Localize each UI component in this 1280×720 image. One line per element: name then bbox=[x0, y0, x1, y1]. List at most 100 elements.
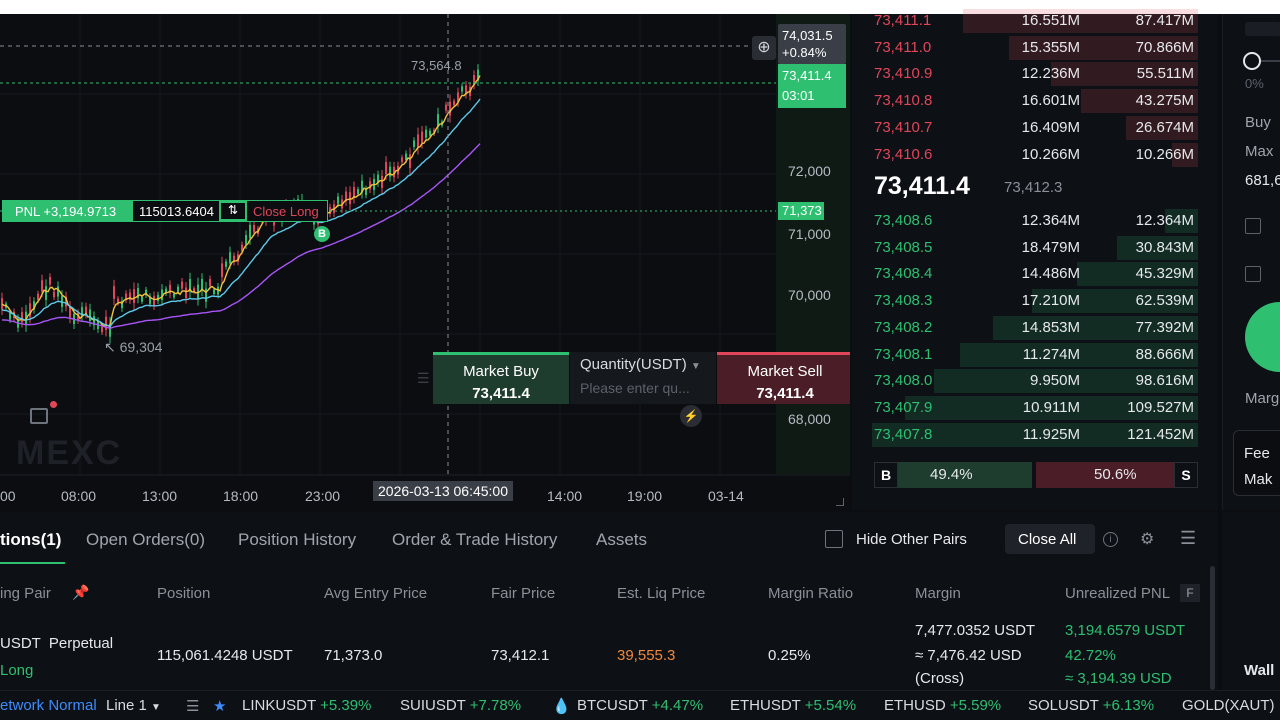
bid-row[interactable]: 73,408.4 14.486M 45.329M bbox=[872, 261, 1198, 287]
crosshair-add-icon[interactable]: ⊕ bbox=[752, 36, 776, 60]
candle-body bbox=[113, 286, 115, 299]
list-icon[interactable]: ☰ bbox=[186, 698, 200, 715]
candle-body bbox=[149, 296, 151, 304]
row-avg-entry: 71,373.0 bbox=[324, 647, 383, 664]
high-price-label: 73,564.8 bbox=[411, 58, 462, 73]
candle-body bbox=[461, 86, 463, 92]
market-buy-button[interactable]: Market Buy 73,411.4 bbox=[433, 352, 569, 404]
ratio-sell-fill bbox=[1036, 462, 1198, 488]
pin-icon[interactable]: 📌 bbox=[72, 584, 90, 600]
menu-icon[interactable]: ☰ bbox=[1180, 528, 1197, 548]
ticker-item[interactable]: ETHUSDT +5.54% bbox=[730, 697, 857, 714]
market-buy-label: Market Buy bbox=[463, 363, 539, 380]
bid-row[interactable]: 73,408.2 14.853M 77.392M bbox=[872, 315, 1198, 341]
open-long-button[interactable] bbox=[1245, 302, 1280, 372]
tab-position-history[interactable]: Position History bbox=[238, 530, 357, 549]
candle-body bbox=[217, 286, 219, 295]
ask-depth-bar bbox=[1008, 35, 1198, 60]
resize-corner-icon[interactable] bbox=[836, 498, 844, 506]
ticker-item[interactable]: ETHUSD +5.59% bbox=[884, 697, 1002, 714]
close-long-button[interactable]: Close Long bbox=[247, 201, 327, 221]
network-status[interactable]: etwork Normal bbox=[0, 697, 97, 714]
header-position: Position bbox=[157, 585, 211, 602]
option-checkbox-1[interactable] bbox=[1245, 218, 1261, 234]
x-tick: 23:00 bbox=[305, 488, 341, 504]
tab-open-orders[interactable]: Open Orders(0) bbox=[86, 530, 206, 549]
candle-body bbox=[141, 297, 143, 302]
flash-icon[interactable]: ⚡ bbox=[680, 405, 702, 427]
candle-body bbox=[69, 306, 71, 318]
line-dropdown-icon: ▼ bbox=[151, 702, 161, 713]
max-value: 681,6 bbox=[1245, 172, 1280, 189]
tab-order-trade-history[interactable]: Order & Trade History bbox=[392, 530, 558, 549]
chart-canvas[interactable] bbox=[0, 14, 850, 510]
x-tick: 18:00 bbox=[223, 488, 259, 504]
close-all-button[interactable]: Close All bbox=[1005, 524, 1095, 554]
ask-depth-bar bbox=[1051, 62, 1198, 87]
close-long-label: Close Long bbox=[253, 204, 319, 219]
low-price-label: ↖ 69,304 bbox=[104, 339, 163, 355]
candle-body bbox=[109, 323, 111, 337]
candle-body bbox=[101, 326, 103, 333]
tab-assets[interactable]: Assets bbox=[596, 530, 648, 549]
market-buy-price: 73,411.4 bbox=[472, 385, 530, 402]
drag-handle-icon[interactable]: ☰ bbox=[417, 370, 430, 386]
candle-body bbox=[77, 312, 79, 321]
ask-row[interactable]: 73,411.1 16.551M 87.417M bbox=[872, 8, 1198, 34]
favorite-star-icon[interactable]: ★ bbox=[213, 698, 227, 715]
bid-row[interactable]: 73,408.5 18.479M 30.843M bbox=[872, 235, 1198, 261]
candle-body bbox=[37, 293, 39, 300]
reverse-icon[interactable]: ⇅ bbox=[221, 203, 245, 219]
hide-other-pairs-checkbox[interactable] bbox=[825, 530, 843, 548]
ask-row[interactable]: 73,410.8 16.601M 43.275M bbox=[872, 88, 1198, 114]
pnl-badge[interactable]: F bbox=[1180, 584, 1200, 602]
option-checkbox-2[interactable] bbox=[1245, 266, 1261, 282]
filter-icon[interactable]: ⚙ bbox=[1140, 531, 1155, 548]
bid-row[interactable]: 73,408.0 9.950M 98.616M bbox=[872, 368, 1198, 394]
ask-row[interactable]: 73,411.0 15.355M 70.866M bbox=[872, 35, 1198, 61]
pnl-bar[interactable]: PNL +3,194.9713 115013.6404 ⇅ Close Long bbox=[2, 200, 328, 222]
ticker-item[interactable]: GOLD(XAUT) bbox=[1182, 697, 1275, 714]
market-sell-button[interactable]: Market Sell 73,411.4 bbox=[717, 352, 850, 404]
ticker-item[interactable]: LINKUSDT +5.39% bbox=[242, 697, 372, 714]
dropdown-icon[interactable]: ▼ bbox=[690, 361, 701, 372]
bid-row[interactable]: 73,407.9 10.911M 109.527M bbox=[872, 395, 1198, 421]
crosshair-change: +0.84% bbox=[782, 45, 827, 60]
wallet-panel: Wall bbox=[1222, 512, 1280, 690]
info-icon[interactable]: i bbox=[1103, 532, 1118, 547]
bid-price: 73,408.2 bbox=[874, 318, 933, 336]
ask-row[interactable]: 73,410.9 12.236M 55.511M bbox=[872, 61, 1198, 87]
ticker-item[interactable]: SOLUSDT +6.13% bbox=[1028, 697, 1155, 714]
bid-total: 12.364M bbox=[1135, 212, 1194, 229]
ticker-item[interactable]: BTCUSDT +4.47% bbox=[577, 697, 704, 714]
candle-body bbox=[49, 276, 51, 285]
candle-body bbox=[389, 166, 391, 177]
bid-price: 73,407.8 bbox=[874, 425, 933, 443]
candle-body bbox=[201, 278, 203, 291]
bid-row[interactable]: 73,408.3 17.210M 62.539M bbox=[872, 288, 1198, 314]
candle-body bbox=[245, 235, 247, 245]
ratio-buy-fill bbox=[874, 462, 1033, 488]
bid-size: 12.364M bbox=[1021, 212, 1080, 229]
leverage-slider[interactable] bbox=[1243, 52, 1261, 70]
browser-top-strip bbox=[0, 0, 1280, 14]
ask-row[interactable]: 73,410.6 10.266M 10.266M bbox=[872, 142, 1198, 168]
hide-other-pairs-label[interactable]: Hide Other Pairs bbox=[856, 531, 967, 548]
row-pnl-usd: ≈ 3,194.39 USD bbox=[1065, 670, 1172, 687]
bid-row[interactable]: 73,408.1 11.274M 88.666M bbox=[872, 342, 1198, 368]
bid-row[interactable]: 73,407.8 11.925M 121.452M bbox=[872, 422, 1198, 448]
order-form-panel: 0% Buy Max 681,6 Marg Fee Mak bbox=[1222, 14, 1280, 510]
tab-positions[interactable]: tions(1) bbox=[0, 530, 62, 549]
candle-body bbox=[225, 261, 227, 267]
bid-row[interactable]: 73,408.6 12.364M 12.364M bbox=[872, 208, 1198, 234]
quantity-box[interactable]: Quantity(USDT) ▼ Please enter qu... bbox=[570, 352, 716, 404]
line-select[interactable]: Line 1 ▼ bbox=[106, 697, 161, 714]
scrollbar[interactable] bbox=[1210, 566, 1215, 690]
quantity-input[interactable]: Please enter qu... bbox=[580, 380, 690, 396]
price-chart[interactable]: 74,031.5 +0.84% ⊕ 73,411.4 03:01 71,373 … bbox=[0, 14, 850, 510]
row-pair[interactable]: USDT Perpetual bbox=[0, 635, 114, 652]
calendar-icon[interactable] bbox=[30, 408, 48, 424]
ticker-item[interactable]: SUIUSDT +7.78% bbox=[400, 697, 522, 714]
ask-row[interactable]: 73,410.7 16.409M 26.674M bbox=[872, 115, 1198, 141]
fee-label: Fee bbox=[1244, 445, 1270, 462]
